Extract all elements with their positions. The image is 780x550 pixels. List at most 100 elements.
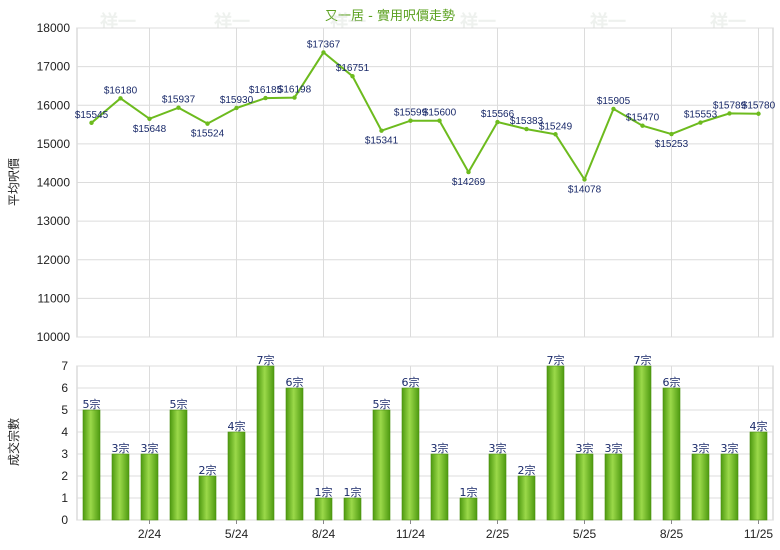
x-tick-label: 8/25 — [660, 527, 684, 541]
price-point — [176, 105, 181, 110]
bar-y-axis-label: 成交宗數 — [6, 418, 21, 466]
bar-y-tick-label: 1 — [61, 491, 68, 505]
line-y-tick-label: 17000 — [37, 60, 71, 74]
price-point — [582, 177, 587, 182]
price-point — [321, 50, 326, 55]
price-point — [727, 111, 732, 116]
price-data-label: $14078 — [568, 184, 602, 195]
price-point — [524, 126, 529, 132]
transaction-bar — [546, 365, 565, 521]
price-point — [263, 95, 268, 101]
transaction-bar — [749, 431, 768, 521]
price-point — [640, 123, 645, 128]
price-data-label: $16180 — [104, 85, 138, 96]
transaction-bar — [82, 409, 101, 521]
transaction-bar-label: 3宗 — [141, 441, 159, 455]
price-point — [437, 118, 442, 123]
price-data-label: $16198 — [278, 85, 312, 96]
price-data-label: $15253 — [655, 139, 689, 150]
price-data-label: $15789 — [713, 100, 747, 111]
price-data-label: $14269 — [452, 177, 486, 188]
transaction-bar-label: 5宗 — [170, 397, 188, 411]
transaction-bar-label: 3宗 — [692, 441, 710, 455]
transaction-bar-label: 4宗 — [228, 419, 246, 433]
bar-y-tick-label: 3 — [61, 447, 68, 461]
transaction-bar — [401, 387, 420, 521]
bar-y-tick-label: 0 — [61, 513, 68, 527]
transaction-bar-label: 3宗 — [721, 441, 739, 455]
line-y-tick-label: 13000 — [37, 214, 71, 228]
transaction-bar — [430, 453, 449, 521]
price-point — [466, 169, 471, 175]
line-y-tick-label: 12000 — [37, 253, 71, 267]
line-y-tick-label: 16000 — [37, 98, 71, 112]
price-point — [553, 132, 558, 137]
bar-y-tick-label: 5 — [61, 403, 68, 417]
price-data-label: $16185 — [249, 85, 283, 96]
line-y-tick-label: 11000 — [38, 291, 71, 305]
price-point — [495, 119, 500, 125]
transaction-bar-label: 3宗 — [489, 441, 507, 455]
price-point — [118, 96, 123, 101]
transaction-bar-label: 2宗 — [518, 463, 536, 477]
x-tick-label: 11/24 — [396, 527, 425, 541]
transaction-bar — [517, 475, 536, 521]
transaction-bar — [198, 475, 217, 521]
transaction-bar-label: 3宗 — [605, 441, 623, 455]
transaction-bar-label: 6宗 — [402, 375, 420, 389]
price-point — [234, 105, 239, 111]
transaction-bar-label: 3宗 — [112, 441, 130, 455]
transaction-bar-label: 5宗 — [83, 397, 101, 411]
transaction-bar — [720, 453, 739, 521]
line-panel: 10000 11000 12000 13000 14000 15000 16000 17000… — [37, 21, 776, 344]
x-tick-label: 2/24 — [138, 527, 162, 541]
price-data-label: $15937 — [162, 95, 196, 106]
bar-panel: 0 1 2 3 4 5 6 7 5宗 3宗 3宗 5宗 2宗 4宗 7宗 6宗 1宗 1宗 5宗 6宗 3宗 1宗 3宗 2宗… — [61, 353, 774, 541]
price-data-label: $15566 — [481, 109, 515, 120]
transaction-bar-label: 7宗 — [634, 353, 652, 367]
transaction-bar — [575, 453, 594, 521]
price-point — [756, 111, 761, 116]
transaction-bar — [256, 365, 275, 521]
bar-y-tick-label: 6 — [61, 381, 68, 395]
price-data-label: $15905 — [597, 96, 631, 107]
price-point — [292, 95, 297, 100]
transaction-bar-label: 1宗 — [460, 485, 478, 499]
price-data-label: $15930 — [220, 95, 254, 106]
transaction-bar — [140, 453, 159, 521]
transaction-bar-label: 1宗 — [344, 485, 362, 499]
bar-y-tick-label: 2 — [61, 469, 68, 483]
transaction-bar — [169, 409, 188, 521]
transaction-bar-label: 3宗 — [431, 441, 449, 455]
price-data-label: $17367 — [307, 39, 341, 50]
price-data-label: $15553 — [684, 110, 718, 121]
price-point — [379, 128, 384, 133]
bar-y-tick-label: 4 — [61, 425, 68, 439]
price-data-label: $15599 — [394, 108, 428, 119]
transaction-bar — [662, 387, 681, 521]
price-data-label: $15470 — [626, 113, 660, 124]
transaction-bar — [372, 409, 391, 521]
price-data-label: $15648 — [133, 124, 167, 135]
x-tick-label: 5/24 — [225, 527, 249, 541]
line-y-tick-label: 10000 — [37, 330, 71, 344]
price-point — [408, 118, 413, 123]
x-tick-label: 5/25 — [573, 527, 597, 541]
price-data-label: $15524 — [191, 129, 225, 140]
price-point — [205, 121, 210, 126]
price-series-line — [90, 50, 759, 182]
transaction-bar — [343, 497, 362, 521]
price-data-label: $16751 — [336, 63, 370, 74]
transaction-bar-label: 7宗 — [547, 353, 565, 367]
transaction-bar-label: 2宗 — [199, 463, 217, 477]
line-y-axis-label: 平均呎價 — [7, 158, 21, 206]
x-tick-label: 2/25 — [486, 527, 510, 541]
transaction-bar — [285, 387, 304, 521]
transaction-bar-label: 1宗 — [315, 485, 333, 499]
transaction-bar — [604, 453, 623, 521]
line-y-tick-label: 15000 — [37, 137, 71, 151]
transaction-bar — [227, 431, 246, 521]
price-point — [669, 131, 674, 137]
price-point — [611, 106, 616, 112]
